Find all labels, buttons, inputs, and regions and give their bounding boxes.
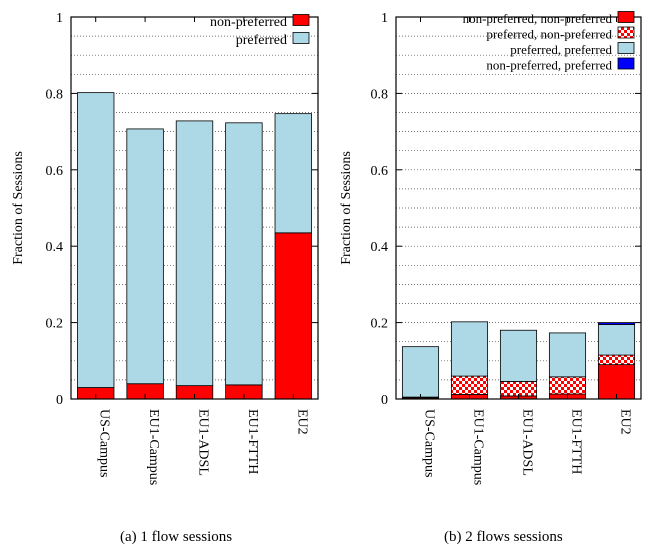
legend-swatch: [292, 32, 310, 44]
x-tick-label: US-Campus: [422, 409, 437, 477]
legend-swatch: [617, 11, 635, 23]
legend-swatch: [292, 14, 310, 26]
x-tick-label: EU2: [618, 409, 633, 435]
y-axis-label: Fraction of Sessions: [11, 151, 26, 265]
legend-label: non-preferred, non-preferred: [463, 11, 613, 26]
y-tick-label: 0.6: [46, 164, 64, 179]
chart-panel-1-flow: US-Campus EU1-Campus EU1-ADSL EU1-FTTH EU2 0 0…: [11, 11, 319, 485]
x-tick-label: EU1-Campus: [471, 409, 486, 485]
y-tick-label: 0.2: [46, 317, 64, 332]
y-tick-label: 0: [56, 393, 63, 408]
legend-swatch: [617, 26, 635, 39]
legend-swatch: [617, 42, 635, 54]
legend-swatch: [617, 57, 635, 70]
bar-segment: [225, 122, 263, 386]
y-tick-label: 0: [381, 393, 388, 408]
bar-segment: [548, 332, 587, 378]
bar-segment: [597, 324, 636, 356]
bar-segment: [126, 128, 164, 385]
y-tick-label: 1: [381, 11, 388, 26]
bar-segment: [597, 322, 636, 325]
bar-segment: [450, 321, 489, 377]
x-tick-label: EU1-ADSL: [196, 409, 211, 476]
x-tick-label: US-Campus: [97, 409, 112, 477]
legend-label: preferred, preferred: [510, 42, 612, 57]
plot-frame: [70, 16, 319, 400]
y-tick-label: 0.8: [46, 87, 64, 102]
x-tick-label: EU1-ADSL: [520, 409, 535, 476]
y-axis-label: Fraction of Sessions: [339, 151, 354, 265]
bar-segment: [274, 232, 312, 400]
caption-1-flow: (a) 1 flow sessions: [120, 529, 233, 545]
x-tick-label: EU1-FTTH: [569, 409, 584, 474]
chart-panel-2-flows: US-Campus EU1-Campus EU1-ADSL EU1-FTTH EU2 0 0…: [339, 11, 642, 485]
x-tick-label: EU1-Campus: [146, 409, 161, 485]
y-tick-label: 1: [56, 11, 63, 26]
bar-segment: [597, 354, 636, 366]
bar-segment: [274, 113, 312, 234]
legend-label: non-preferred: [210, 15, 287, 30]
bar-segment: [401, 346, 440, 398]
y-tick-label: 0.4: [371, 240, 389, 255]
y-tick-label: 0.8: [371, 87, 389, 102]
legend-label: non-preferred, preferred: [486, 58, 612, 73]
x-tick-label: EU1-FTTH: [245, 409, 260, 474]
caption-2-flows: (b) 2 flows sessions: [444, 529, 563, 545]
x-tick-label: EU2: [294, 409, 309, 435]
plot-frame: [395, 16, 642, 400]
legend-label: preferred: [236, 33, 287, 48]
bar-segment: [548, 376, 587, 395]
bar-segment: [499, 329, 538, 382]
y-tick-label: 0.6: [371, 164, 389, 179]
bar-segment: [77, 92, 115, 388]
bar-segment: [175, 120, 214, 387]
bar-segment: [499, 381, 538, 397]
bar-segment: [450, 375, 489, 395]
bar-segment: [597, 364, 636, 400]
y-tick-label: 0.2: [371, 317, 389, 332]
legend-label: preferred, non-preferred: [486, 27, 612, 42]
y-tick-label: 0.4: [46, 240, 64, 255]
